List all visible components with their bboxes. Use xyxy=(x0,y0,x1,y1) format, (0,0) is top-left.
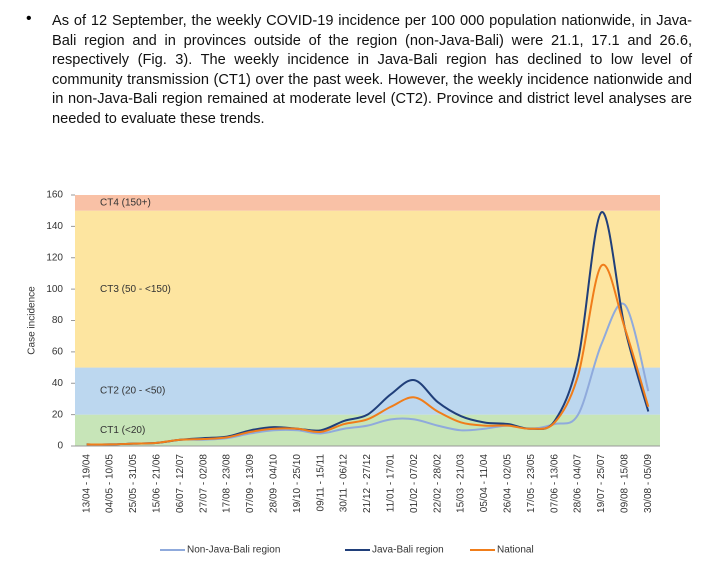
x-tick-label: 21/12 - 27/12 xyxy=(362,454,373,513)
x-tick-label: 13/04 - 19/04 xyxy=(81,454,92,513)
y-tick-label: 20 xyxy=(52,409,64,420)
x-tick-label: 19/07 - 25/07 xyxy=(596,454,607,513)
x-tick-label: 30/08 - 05/09 xyxy=(643,454,654,513)
y-axis-label: Case incidence xyxy=(27,286,38,355)
x-tick-label: 04/05 - 10/05 xyxy=(105,454,116,513)
legend-label: National xyxy=(497,545,534,556)
x-tick-label: 15/03 - 21/03 xyxy=(456,454,467,513)
y-tick-label: 40 xyxy=(52,378,64,389)
series-line xyxy=(86,263,650,446)
y-tick-label: 100 xyxy=(46,284,63,295)
x-tick-label: 30/11 - 06/12 xyxy=(339,454,350,513)
x-tick-label: 26/04 - 02/05 xyxy=(503,454,514,513)
bullet: • xyxy=(26,10,32,27)
x-tick-label: 17/05 - 23/05 xyxy=(526,454,537,513)
x-tick-label: 06/07 - 12/07 xyxy=(175,454,186,513)
band xyxy=(75,195,660,211)
band-label: CT2 (20 - <50) xyxy=(100,386,165,397)
x-tick-label: 07/09 - 13/09 xyxy=(245,454,256,513)
band-label: CT3 (50 - <150) xyxy=(100,284,171,295)
x-tick-label: 15/06 - 21/06 xyxy=(152,454,163,513)
band-label: CT1 (<20) xyxy=(100,425,145,436)
y-tick-label: 80 xyxy=(52,315,64,326)
band-label: CT4 (150+) xyxy=(100,197,151,208)
y-tick-label: 120 xyxy=(46,252,63,263)
y-tick-label: 60 xyxy=(52,347,64,358)
band xyxy=(75,210,660,368)
x-tick-label: 09/08 - 15/08 xyxy=(620,454,631,513)
x-tick-label: 27/07 - 02/08 xyxy=(198,454,209,513)
x-tick-label: 01/02 - 07/02 xyxy=(409,454,420,513)
x-tick-label: 05/04 - 11/04 xyxy=(479,454,490,513)
legend-label: Non-Java-Bali region xyxy=(187,545,280,556)
paragraph: As of 12 September, the weekly COVID-19 … xyxy=(52,13,692,127)
x-tick-label: 28/06 - 04/07 xyxy=(573,454,584,513)
x-tick-label: 19/10 - 25/10 xyxy=(292,454,303,513)
x-tick-label: 25/05 - 31/05 xyxy=(128,454,139,513)
x-tick-label: 09/11 - 15/11 xyxy=(315,454,326,512)
x-tick-label: 22/02 - 28/02 xyxy=(432,454,443,513)
x-tick-label: 28/09 - 04/10 xyxy=(269,454,280,513)
x-tick-label: 11/01 - 17/01 xyxy=(386,454,397,513)
y-tick-label: 140 xyxy=(46,221,63,232)
x-tick-label: 07/06 - 13/06 xyxy=(549,454,560,513)
y-tick-label: 0 xyxy=(57,441,63,452)
y-tick-label: 160 xyxy=(46,190,63,201)
legend-label: Java-Bali region xyxy=(372,545,444,556)
x-tick-label: 17/08 - 23/08 xyxy=(222,454,233,513)
